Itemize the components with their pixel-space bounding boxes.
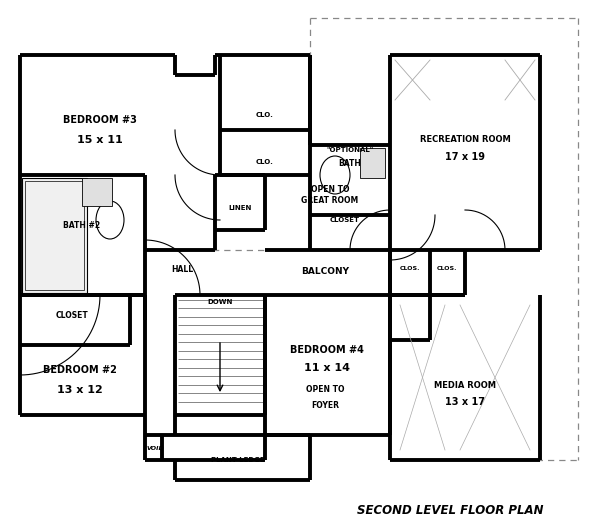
Text: SECOND LEVEL FLOOR PLAN: SECOND LEVEL FLOOR PLAN xyxy=(357,504,543,517)
Text: 13 x 12: 13 x 12 xyxy=(57,385,103,395)
Text: CLOS.: CLOS. xyxy=(400,266,420,270)
Text: CLO.: CLO. xyxy=(256,159,274,165)
Text: RECREATION ROOM: RECREATION ROOM xyxy=(419,136,511,145)
Bar xyxy=(25,181,84,290)
Text: OPEN TO: OPEN TO xyxy=(306,386,344,395)
Bar xyxy=(360,148,385,178)
Text: CLOSET: CLOSET xyxy=(330,217,360,223)
Text: BATH: BATH xyxy=(338,158,361,168)
Bar xyxy=(82,178,112,206)
Text: CLO.: CLO. xyxy=(256,112,274,118)
Text: 15 x 11: 15 x 11 xyxy=(77,135,123,145)
Text: VOID: VOID xyxy=(146,445,164,451)
Bar xyxy=(22,178,87,293)
Text: DOWN: DOWN xyxy=(208,299,233,305)
Text: "OPTIONAL": "OPTIONAL" xyxy=(326,147,374,153)
Text: BALCONY: BALCONY xyxy=(301,267,349,277)
Text: FOYER: FOYER xyxy=(311,400,339,409)
Text: 17 x 19: 17 x 19 xyxy=(445,152,485,162)
Text: 13 x 17: 13 x 17 xyxy=(445,397,485,407)
Text: LINEN: LINEN xyxy=(229,205,251,211)
Text: BEDROOM #2: BEDROOM #2 xyxy=(43,365,117,375)
Text: BEDROOM #4: BEDROOM #4 xyxy=(290,345,364,355)
Text: CLOS.: CLOS. xyxy=(437,266,457,270)
Text: BATH #2: BATH #2 xyxy=(64,221,101,230)
Text: PLANT LEDGE: PLANT LEDGE xyxy=(211,457,265,463)
Text: 11 x 14: 11 x 14 xyxy=(304,363,350,373)
Text: OPEN TO
GREAT ROOM: OPEN TO GREAT ROOM xyxy=(301,185,359,205)
Text: CLOSET: CLOSET xyxy=(56,311,88,320)
Text: BEDROOM #3: BEDROOM #3 xyxy=(63,115,137,125)
Text: HALL: HALL xyxy=(171,266,193,275)
Text: MEDIA ROOM: MEDIA ROOM xyxy=(434,380,496,389)
